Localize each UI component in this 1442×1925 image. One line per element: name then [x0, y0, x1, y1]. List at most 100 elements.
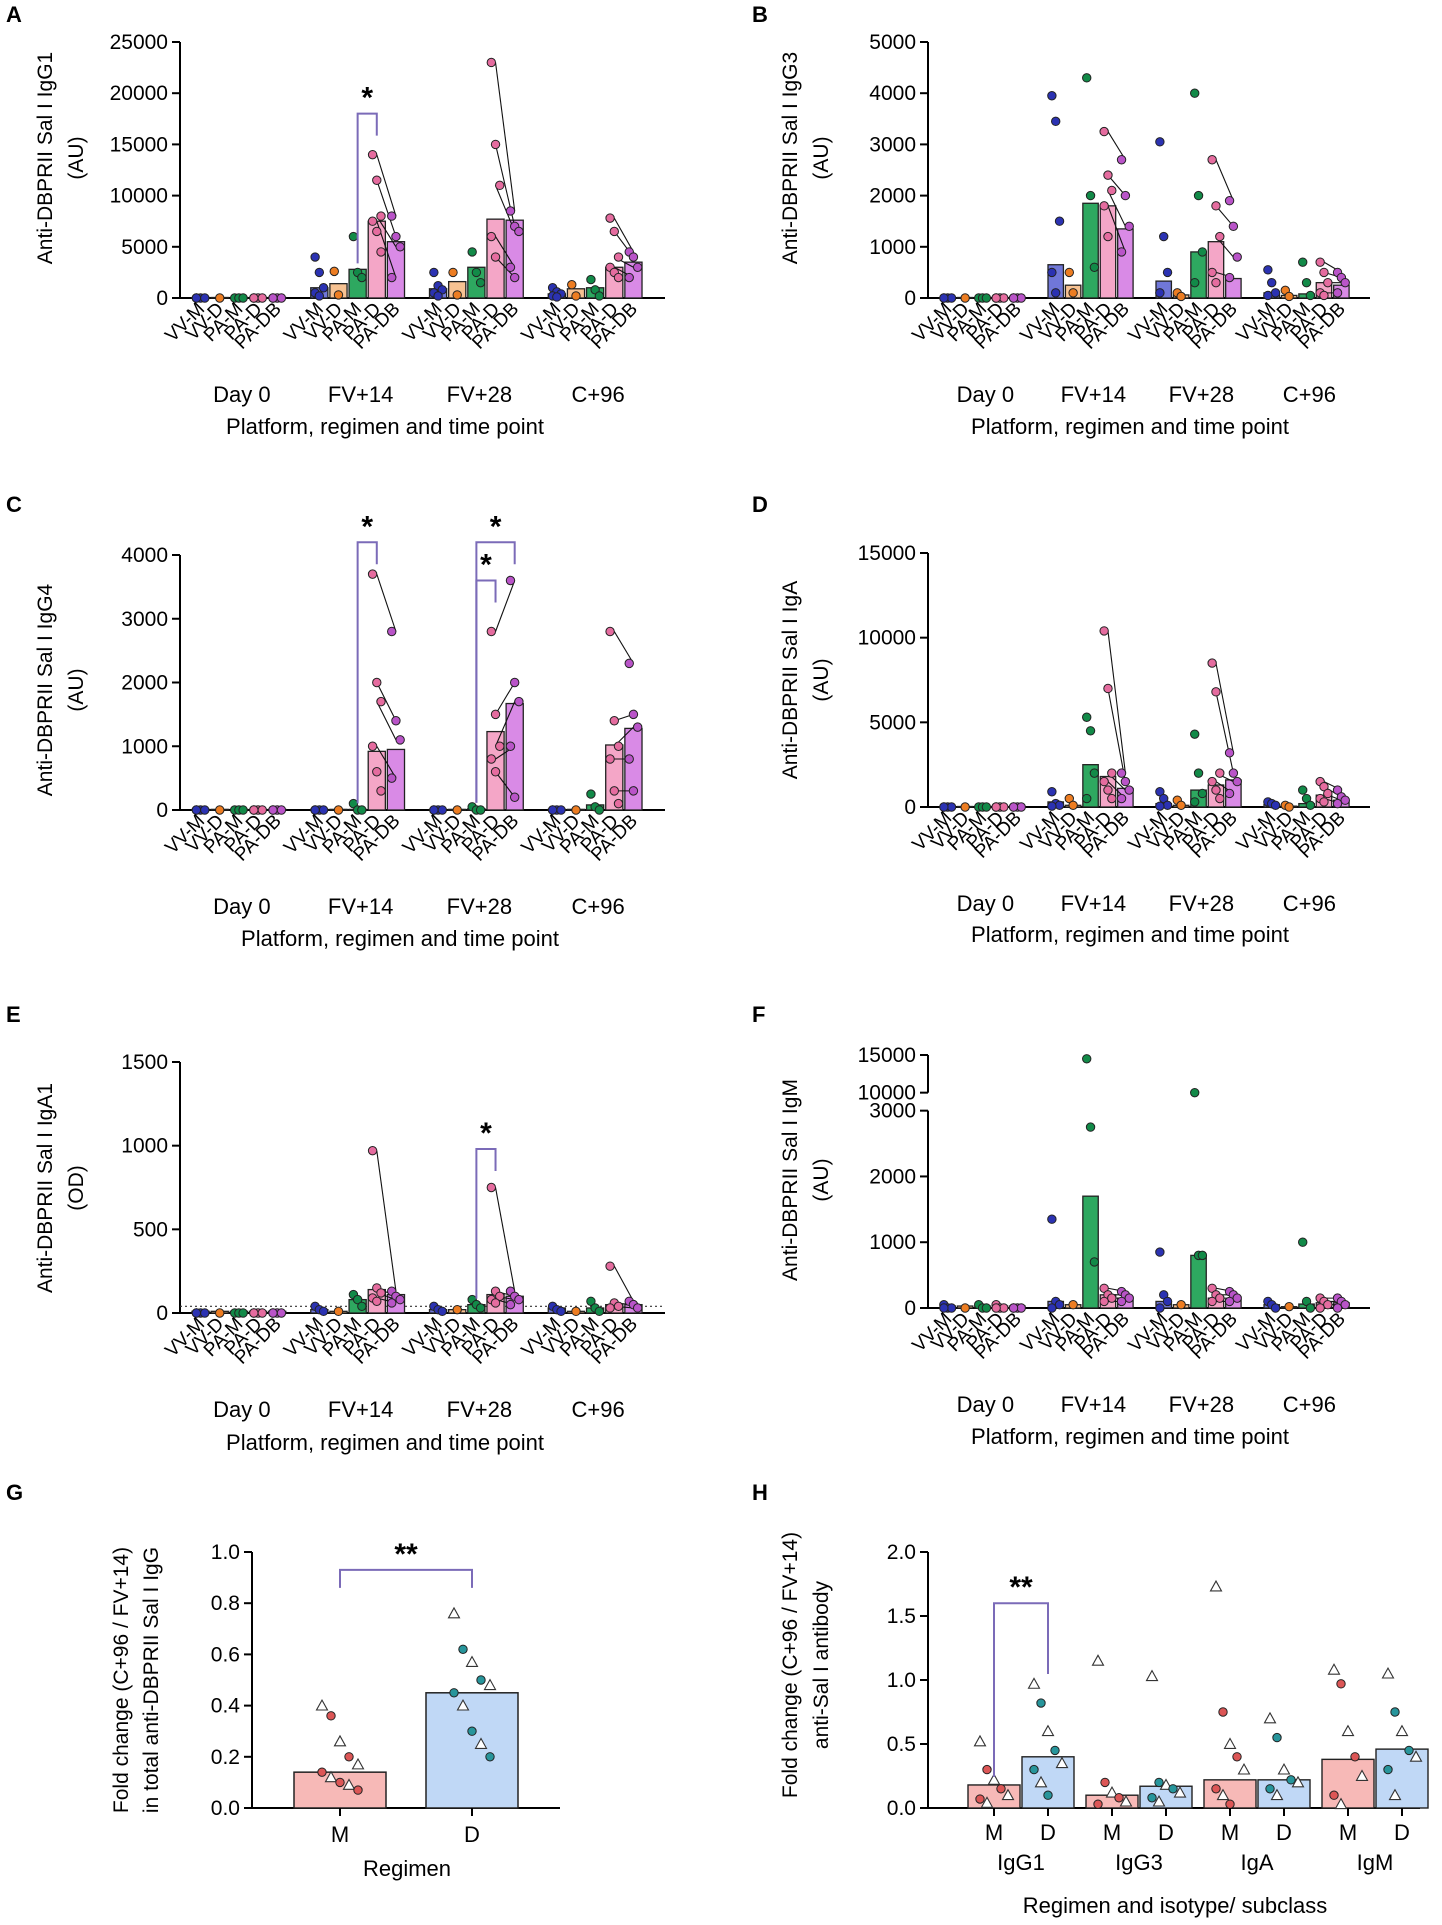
bracket-line [356, 541, 378, 804]
y-tick-label: 10000 [858, 627, 916, 650]
data-point [556, 1306, 566, 1317]
data-point [486, 626, 497, 637]
group-label: FV+28 [447, 894, 512, 919]
data-point [1305, 290, 1316, 301]
data-point [490, 767, 501, 777]
data-point [999, 1303, 1009, 1313]
bracket-line [475, 541, 516, 803]
y-tick-label: 10000 [858, 1082, 916, 1105]
data-point [191, 293, 202, 303]
plot-area: 0 1000 2000 3000 4000 5000 VV-MVV-DPA-MPA-DPA-… [869, 31, 1370, 407]
y-tick-label: 15000 [858, 1044, 916, 1067]
data-point [238, 805, 248, 815]
data-point [1114, 1793, 1124, 1803]
data-point [1207, 267, 1217, 278]
bracket-line [356, 112, 378, 264]
data-point [1263, 265, 1273, 275]
group-label: FV+28 [1169, 891, 1234, 916]
data-point [609, 226, 619, 237]
data-point [1228, 768, 1239, 778]
data-point [594, 291, 605, 301]
data-point [474, 1737, 488, 1749]
paired-line [1215, 691, 1234, 774]
data-point [1409, 1750, 1423, 1762]
data-point [1116, 793, 1127, 804]
data-point [452, 805, 462, 815]
data-point [465, 1655, 479, 1668]
data-point [594, 1306, 605, 1317]
paired-line [1107, 205, 1126, 253]
data-point [996, 1784, 1006, 1794]
data-point [1085, 1122, 1096, 1132]
data-point [372, 677, 382, 688]
data-point [1334, 1797, 1348, 1810]
y-axis-unit: (AU) [810, 1158, 833, 1201]
data-point [1215, 793, 1225, 804]
data-point [1291, 1775, 1305, 1788]
y-axis-unit: anti-Sal I antibody [810, 1580, 833, 1749]
data-point [605, 1261, 615, 1271]
data-point [1120, 776, 1131, 787]
data-point [1124, 221, 1134, 232]
data-point [458, 1644, 468, 1654]
panel-f: F Anti-DBPRII Sal I IgM (AU) 0 1000 2000 300… [752, 1002, 1370, 1449]
data-point [367, 741, 378, 751]
data-point [310, 805, 320, 815]
data-point [1193, 768, 1204, 778]
data-point [509, 677, 520, 688]
data-point [1190, 797, 1200, 807]
paired-line [376, 180, 397, 237]
data-point [333, 290, 344, 300]
data-point [609, 716, 619, 726]
data-point [471, 267, 482, 278]
y-tick-label: 0.5 [887, 1733, 916, 1756]
y-axis-title: Anti-DBPRII Sal I IgA1 [34, 1083, 57, 1293]
data-point [490, 1298, 501, 1308]
data-point [329, 266, 339, 277]
data-point [310, 252, 320, 262]
data-point [1105, 1786, 1119, 1798]
data-point [318, 1306, 329, 1317]
group-label: FV+28 [1169, 382, 1234, 407]
data-point [509, 272, 520, 283]
data-point [1336, 1679, 1346, 1689]
y-tick-label: 1.0 [211, 1541, 240, 1564]
data-point [1103, 170, 1113, 180]
data-point [1082, 712, 1092, 722]
data-point [1209, 1579, 1223, 1592]
x-tick-label: M [1103, 1820, 1121, 1845]
panel-label-d: D [752, 492, 768, 517]
data-point [547, 805, 558, 815]
paired-line [495, 701, 516, 747]
data-point [1064, 267, 1074, 278]
data-point [1211, 201, 1221, 211]
data-point [1323, 788, 1333, 799]
group-label: C+96 [572, 1397, 625, 1422]
data-point [387, 211, 397, 221]
data-point [1155, 1247, 1165, 1257]
y-axis-label: Fold change (C+96 / FV+14) in total anti-… [110, 1547, 163, 1813]
data-point [946, 293, 957, 303]
data-point [1332, 798, 1343, 809]
y-tick-label: 0 [156, 1302, 168, 1325]
data-point [276, 1308, 287, 1318]
data-point [1155, 288, 1165, 298]
plot-area: 0 1000 2000 3000 4000 VV-MVV-DPA-MPA-DPA-DBDa… [121, 510, 665, 919]
data-point [632, 722, 643, 732]
paired-line [376, 154, 397, 217]
data-point [238, 1308, 248, 1318]
data-point [1036, 1698, 1046, 1708]
data-point [367, 149, 378, 160]
data-point [1047, 91, 1057, 101]
data-point [605, 1303, 615, 1313]
data-point [391, 231, 401, 242]
data-point [1176, 1300, 1186, 1310]
y-tick-label: 0 [904, 796, 916, 819]
significance-bracket: * [475, 1117, 497, 1299]
data-point [939, 1303, 949, 1313]
y-tick-label: 3000 [869, 1100, 916, 1123]
data-point [1091, 1654, 1105, 1666]
